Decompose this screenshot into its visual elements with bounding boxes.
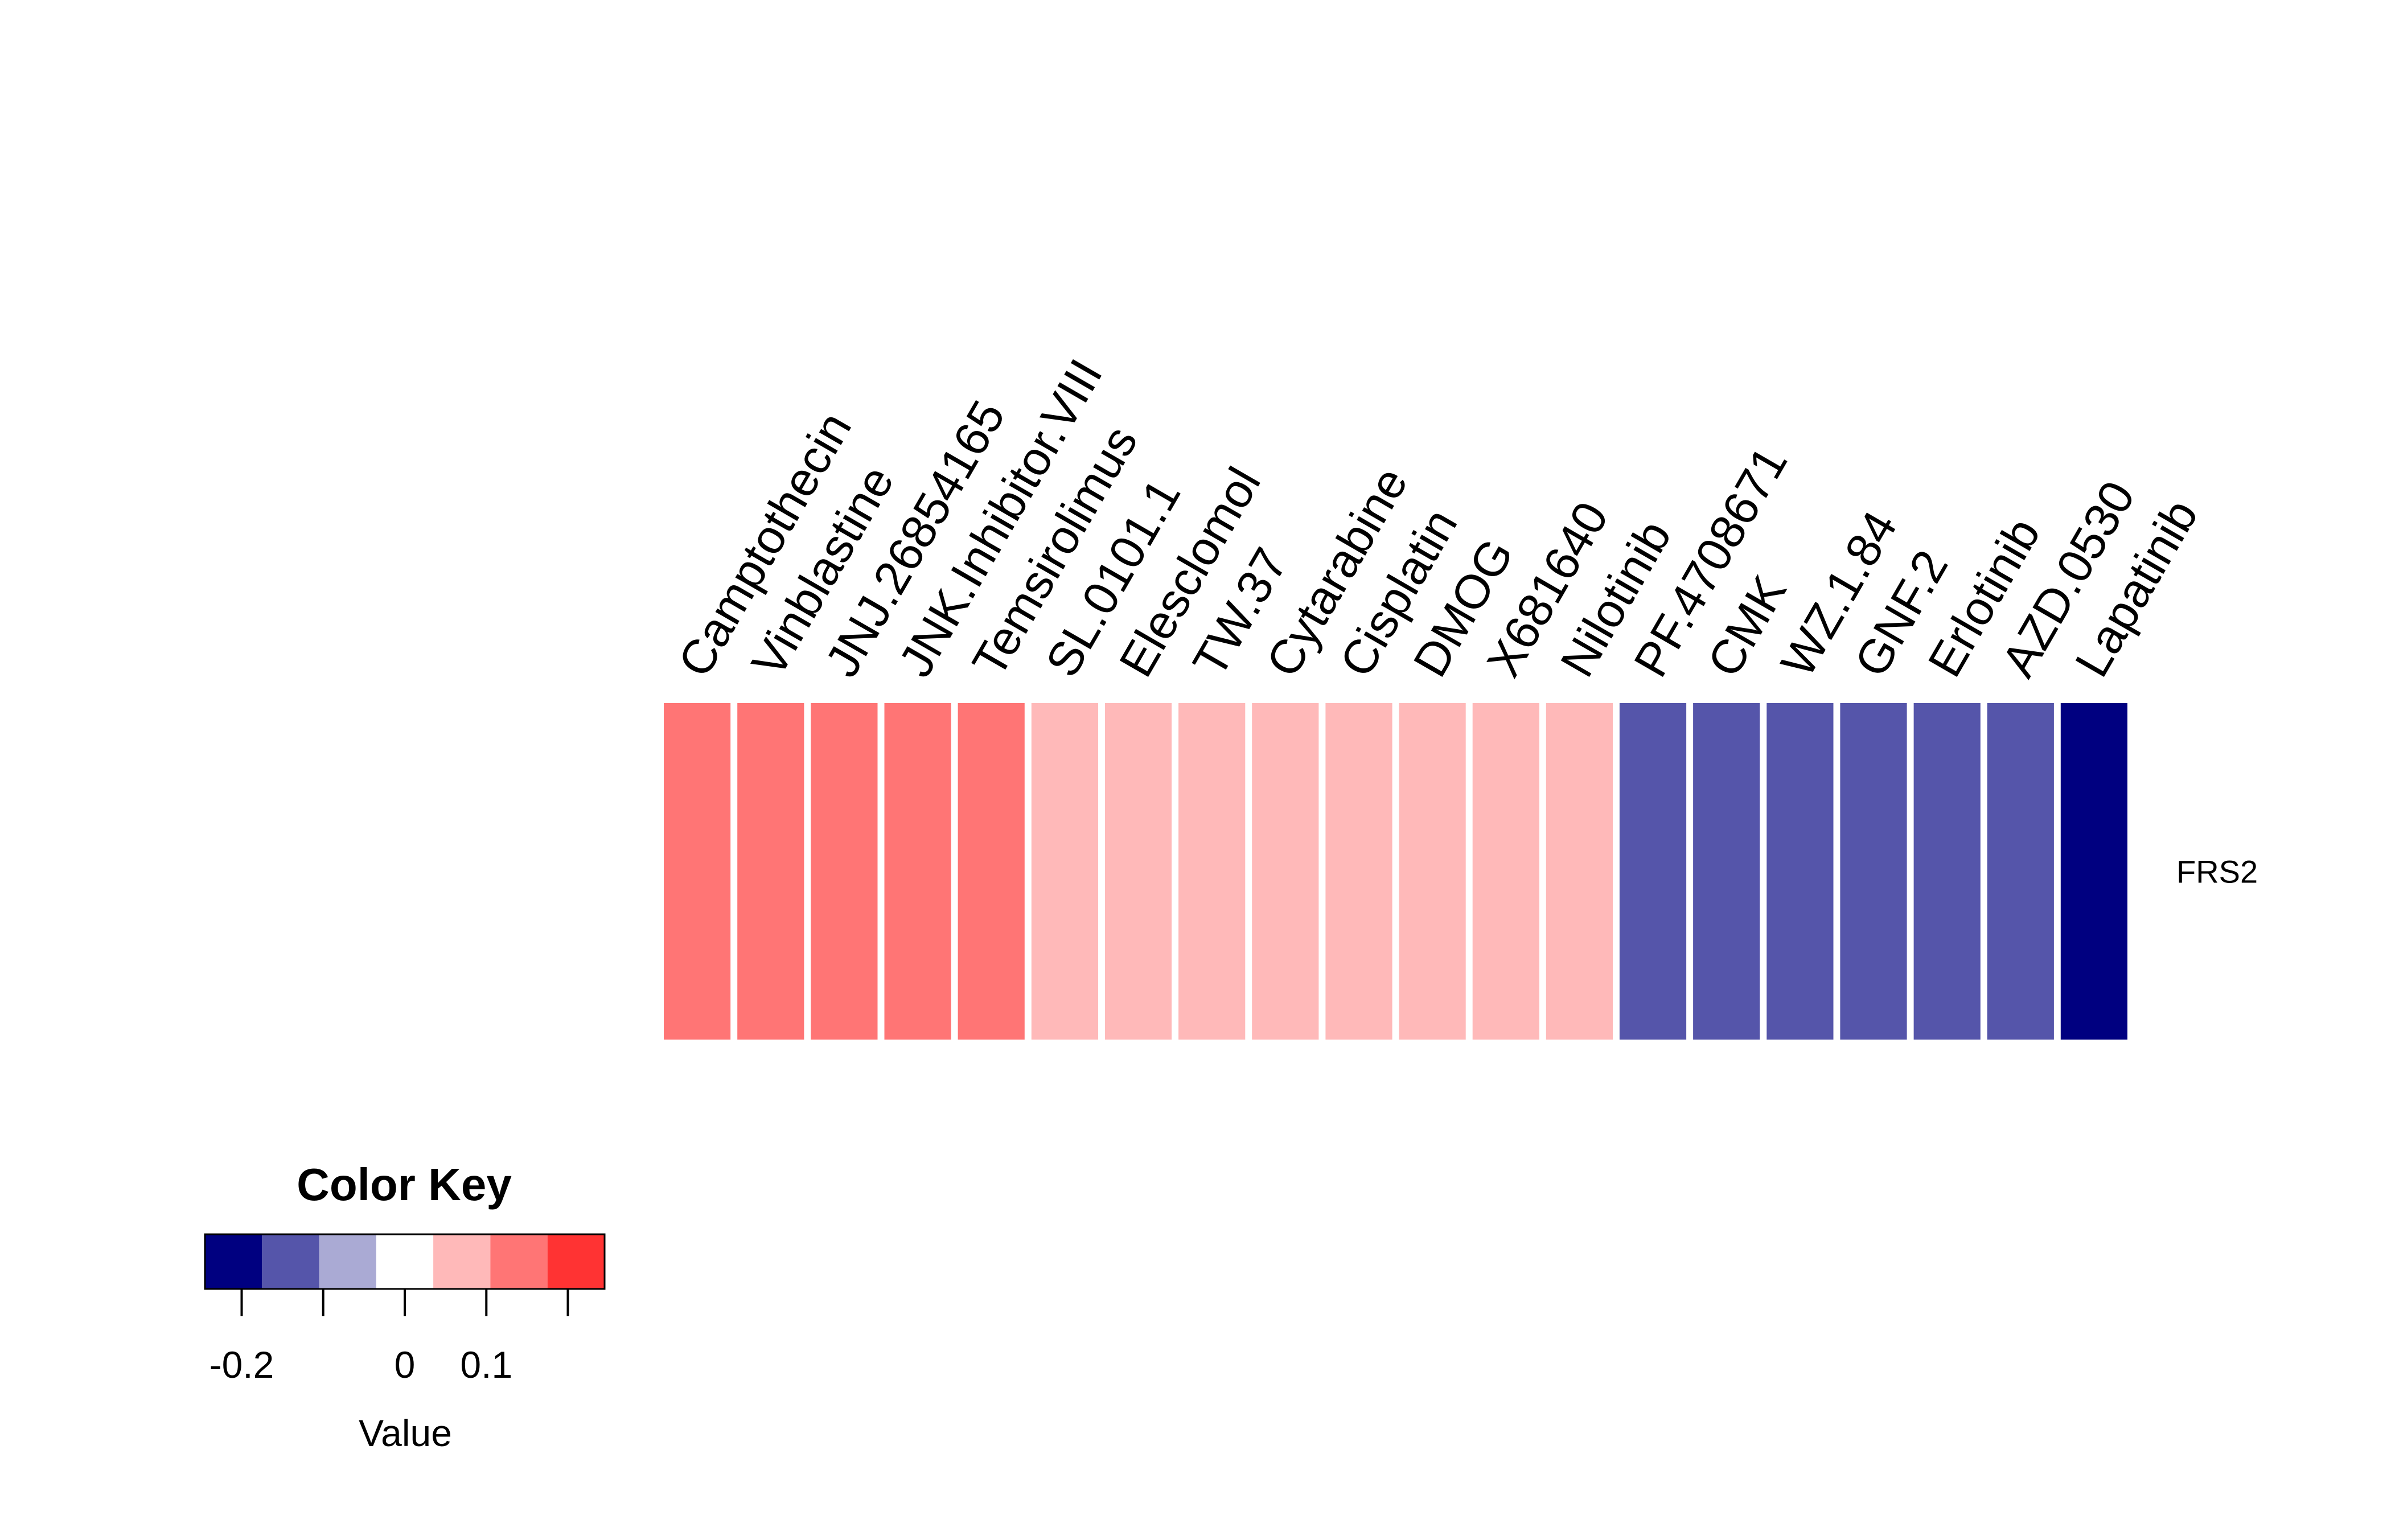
color-key-tick-label: 0.1: [460, 1344, 512, 1386]
heatmap-cell: [1472, 703, 1539, 1040]
heatmap-cell: [1325, 703, 1392, 1040]
color-key-swatch: [547, 1234, 605, 1289]
heatmap-cell: [1913, 703, 1981, 1040]
heatmap-cells: [664, 703, 2127, 1040]
color-key: Color Key -0.2 0 0.1 Value: [204, 1159, 606, 1454]
heatmap-cell: [1619, 703, 1687, 1040]
color-key-tick-label: -0.2: [209, 1344, 274, 1386]
heatmap-cell: [1987, 703, 2054, 1040]
heatmap-cell: [1178, 703, 1246, 1040]
color-key-swatch: [262, 1234, 319, 1289]
heatmap-cell: [811, 703, 878, 1040]
heatmap-cell: [1399, 703, 1466, 1040]
heatmap-cell: [1031, 703, 1098, 1040]
heatmap-cell: [1104, 703, 1172, 1040]
heatmap-cell: [737, 703, 804, 1040]
color-key-swatch: [490, 1234, 548, 1289]
color-key-swatch: [319, 1234, 376, 1289]
heatmap-cell: [958, 703, 1025, 1040]
heatmap-cell: [1252, 703, 1319, 1040]
heatmap-cell: [2060, 703, 2127, 1040]
heatmap-cell: [1840, 703, 1907, 1040]
color-key-tick-label: 0: [395, 1344, 416, 1386]
color-key-swatches: [205, 1234, 605, 1289]
heatmap-cell: [1693, 703, 1760, 1040]
color-key-title: Color Key: [297, 1159, 512, 1210]
row-labels: FRS2: [2176, 854, 2258, 890]
column-labels: CamptothecinVinblastineJNJ.26854165JNK.I…: [668, 350, 2208, 685]
heatmap-cell: [664, 703, 731, 1040]
color-key-xlabel: Value: [359, 1412, 452, 1454]
row-label: FRS2: [2176, 854, 2258, 890]
heatmap-cell: [1766, 703, 1834, 1040]
color-key-swatch: [205, 1234, 262, 1289]
heatmap-cell: [884, 703, 951, 1040]
heatmap-cell: [1546, 703, 1613, 1040]
color-key-swatch: [376, 1234, 434, 1289]
color-key-ticks: -0.2 0 0.1: [209, 1289, 569, 1386]
color-key-swatch: [433, 1234, 491, 1289]
